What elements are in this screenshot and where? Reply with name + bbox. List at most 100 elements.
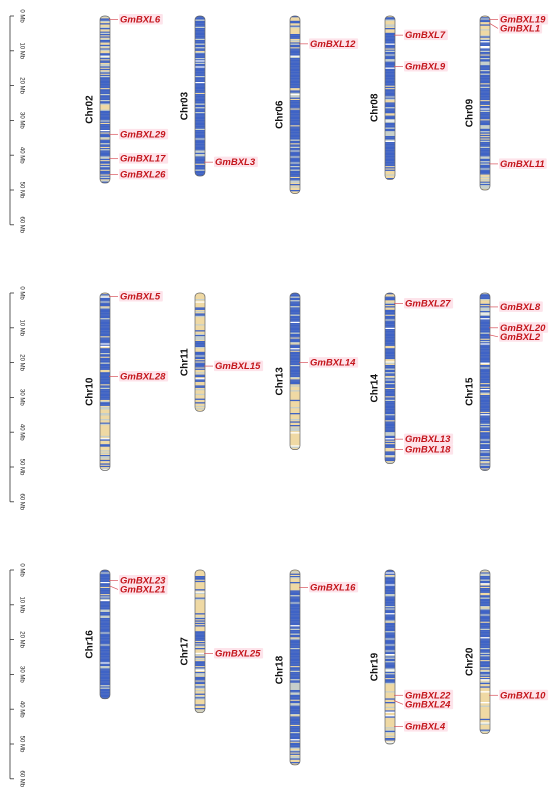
gene-highlight <box>404 689 454 701</box>
gene-highlight <box>404 444 454 455</box>
gene-highlight <box>404 297 454 309</box>
gene-highlight <box>119 371 169 382</box>
gene-marker-gmbxl28: GmBXL28 <box>109 371 169 383</box>
density-stripes <box>195 293 205 412</box>
gene-label: GmBXL10 <box>500 690 546 701</box>
axis-tick-label: 10 Mb <box>18 42 24 59</box>
chromosome-label: Chr11 <box>180 348 191 376</box>
gene-label: GmBXL1 <box>500 23 540 34</box>
axis-tick-label: 20 Mb <box>18 77 24 94</box>
gene-marker-gmbxl19: GmBXL19 <box>489 13 549 25</box>
gene-highlight <box>404 721 448 732</box>
gene-marker-gmbxl27: GmBXL27 <box>394 297 454 309</box>
density-stripes <box>385 16 395 180</box>
gene-label: GmBXL4 <box>405 722 446 733</box>
mb-axis: 0 Mb 10 Mb 20 Mb 30 Mb 40 Mb 50 Mb 60 Mb <box>9 286 24 511</box>
gene-highlight <box>119 13 163 25</box>
mb-axis: 0 Mb 10 Mb 20 Mb 30 Mb 40 Mb 50 Mb 60 Mb <box>9 9 24 234</box>
gene-highlight <box>499 158 547 169</box>
chromosome-label: Chr19 <box>370 652 381 681</box>
chromosome-label: Chr06 <box>275 100 286 129</box>
density-stripes <box>290 570 300 765</box>
gene-marker-gmbxl21: GmBXL21 <box>108 583 168 595</box>
axis-tick-label: 30 Mb <box>18 389 24 406</box>
chromosome-label: Chr03 <box>180 91 191 120</box>
gene-label: GmBXL26 <box>120 169 166 180</box>
gene-marker-gmbxl20: GmBXL20 <box>489 322 549 334</box>
axis-tick-label: 40 Mb <box>18 147 24 164</box>
axis-tick-label: 20 Mb <box>18 354 24 371</box>
gene-label: GmBXL2 <box>500 332 541 343</box>
gene-highlight <box>214 648 264 659</box>
gene-marker-gmbxl14: GmBXL14 <box>299 357 359 369</box>
gene-marker-gmbxl17: GmBXL17 <box>109 153 169 165</box>
gene-marker-gmbxl7: GmBXL7 <box>394 29 448 41</box>
gene-highlight <box>404 698 454 710</box>
chromosome-label: Chr10 <box>85 377 96 406</box>
gene-marker-gmbxl11: GmBXL11 <box>489 158 547 170</box>
gene-marker-gmbxl8: GmBXL8 <box>489 301 543 313</box>
axis-tick-label: 50 Mb <box>18 182 24 199</box>
gene-marker-gmbxl9: GmBXL9 <box>394 60 448 72</box>
axis-tick-label: 40 Mb <box>18 701 24 718</box>
density-stripes <box>480 16 490 190</box>
gene-label: GmBXL21 <box>120 584 165 595</box>
gene-highlight <box>404 29 448 41</box>
gene-highlight <box>309 38 359 49</box>
gene-marker-gmbxl5: GmBXL5 <box>109 290 163 302</box>
density-stripes <box>100 16 110 184</box>
gene-highlight <box>119 583 168 595</box>
gene-marker-gmbxl6: GmBXL6 <box>109 13 163 25</box>
chromosome-chr06: Chr06 GmBXL12 <box>275 15 359 194</box>
gene-marker-gmbxl1: GmBXL1 <box>488 22 543 34</box>
chromosome-chr18: Chr18 GmBXL16 <box>275 569 359 766</box>
gene-marker-gmbxl10: GmBXL10 <box>489 689 549 701</box>
gene-highlight <box>214 360 264 372</box>
axis-tick-label: 10 Mb <box>18 319 24 336</box>
gene-label: GmBXL14 <box>310 358 356 369</box>
density-stripes <box>195 16 205 177</box>
gene-marker-gmbxl18: GmBXL18 <box>394 444 454 456</box>
gene-label: GmBXL6 <box>120 14 161 25</box>
gene-label: GmBXL3 <box>215 157 256 168</box>
gene-marker-gmbxl25: GmBXL25 <box>204 648 264 660</box>
gene-label: GmBXL17 <box>120 154 166 165</box>
gene-marker-gmbxl16: GmBXL16 <box>299 581 359 593</box>
axis-tick-label: 20 Mb <box>18 631 24 648</box>
axis-tick-label: 60 Mb <box>18 216 24 233</box>
axis-tick-label: 0 Mb <box>18 286 24 300</box>
chromosome-label: Chr15 <box>465 377 476 406</box>
gene-highlight <box>404 433 454 445</box>
density-stripes <box>195 570 205 713</box>
gene-label: GmBXL12 <box>310 39 356 50</box>
axis-tick-label: 10 Mb <box>18 596 24 613</box>
gene-marker-gmbxl29: GmBXL29 <box>109 128 169 140</box>
gene-label: GmBXL9 <box>405 61 446 72</box>
gene-label: GmBXL19 <box>500 14 546 25</box>
density-stripes <box>100 293 110 471</box>
gene-label: GmBXL20 <box>500 323 546 334</box>
gene-label: GmBXL29 <box>120 129 166 140</box>
gene-highlight <box>404 60 448 72</box>
chromosome-chr03: Chr03 GmBXL3 <box>180 15 258 177</box>
axis-tick-label: 30 Mb <box>18 666 24 683</box>
gene-label: GmBXL23 <box>120 575 166 586</box>
density-stripes <box>290 16 300 194</box>
chromosome-chr11: Chr11 GmBXL15 <box>180 292 264 412</box>
axis-tick-label: 0 Mb <box>18 563 24 577</box>
gene-highlight <box>309 581 359 593</box>
gene-highlight <box>499 689 549 701</box>
gene-marker-gmbxl4: GmBXL4 <box>394 721 448 733</box>
axis-tick-label: 50 Mb <box>18 459 24 476</box>
gene-highlight <box>499 22 543 34</box>
chromosome-label: Chr02 <box>85 95 96 124</box>
gene-marker-gmbxl13: GmBXL13 <box>394 433 454 445</box>
gene-marker-gmbxl26: GmBXL26 <box>109 168 169 180</box>
chromosome-label: Chr13 <box>275 367 286 396</box>
gene-label: GmBXL25 <box>215 649 261 660</box>
